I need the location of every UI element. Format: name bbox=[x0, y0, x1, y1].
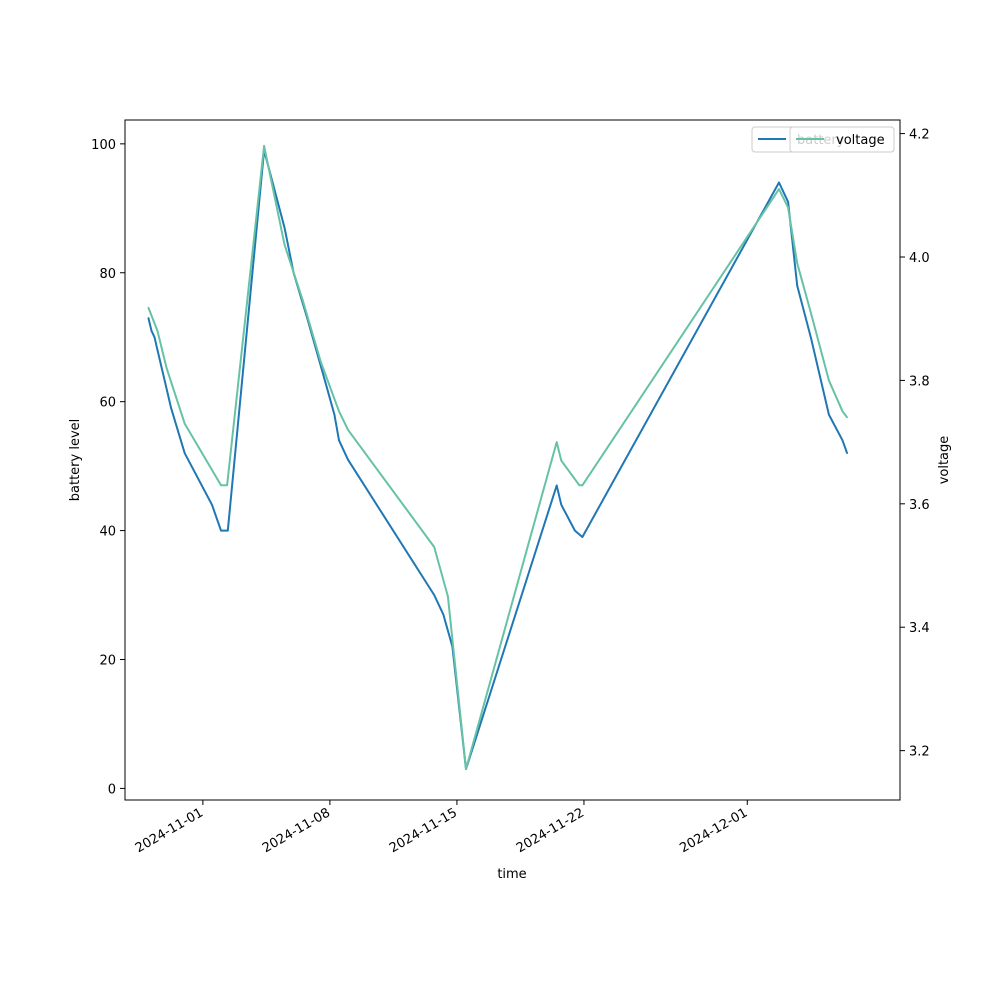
battery-data-point bbox=[442, 613, 445, 616]
voltage-data-point bbox=[787, 206, 789, 209]
y-left-tick-label: 40 bbox=[99, 525, 116, 540]
battery-data-point bbox=[150, 330, 153, 332]
plot-frame bbox=[124, 119, 901, 801]
y-left-tick-label: 80 bbox=[99, 267, 116, 282]
battery-data-point bbox=[581, 536, 584, 538]
battery-data-point bbox=[333, 413, 336, 416]
y-axis-right: 3.2 3.4 3.6 3.8 4.0 4.2 bbox=[900, 128, 930, 760]
voltage-data-point bbox=[220, 484, 222, 487]
battery-data-point bbox=[220, 529, 222, 532]
voltage-data-point bbox=[338, 410, 340, 413]
y-right-tick-label: 4.2 bbox=[909, 128, 930, 143]
voltage-data-point bbox=[263, 145, 265, 147]
battery-data-point bbox=[338, 439, 340, 442]
voltage-data-point bbox=[560, 459, 563, 462]
y-right-tick-label: 3.6 bbox=[909, 498, 930, 513]
voltage-data-point bbox=[447, 595, 449, 598]
voltage-data-point bbox=[347, 429, 349, 431]
voltage-data-point bbox=[778, 188, 780, 190]
y-right-tick-label: 3.8 bbox=[909, 374, 930, 389]
battery-data-point bbox=[211, 504, 213, 506]
battery-data-point bbox=[841, 439, 844, 442]
voltage-data-point bbox=[810, 311, 812, 314]
voltage-data-point bbox=[283, 243, 286, 246]
battery-data-point bbox=[796, 284, 798, 287]
voltage-data-point bbox=[465, 768, 467, 770]
battery-data-point bbox=[283, 226, 286, 229]
y-axis-left: 0 20 40 60 80 100 bbox=[91, 138, 125, 797]
y-left-tick-label: 20 bbox=[99, 653, 116, 668]
voltage-series-line bbox=[147, 144, 848, 771]
legend-front-box bbox=[789, 126, 895, 153]
battery-data-point bbox=[433, 594, 436, 596]
battery-data-point bbox=[574, 529, 576, 532]
battery-data-point bbox=[787, 201, 789, 203]
battery-data-point bbox=[183, 452, 186, 455]
voltage-data-point bbox=[796, 262, 798, 265]
battery-data-point bbox=[156, 349, 159, 351]
voltage-data-point bbox=[841, 410, 844, 413]
battery-data-point bbox=[555, 484, 558, 487]
y-left-tick-label: 100 bbox=[91, 138, 116, 153]
battery-data-point bbox=[778, 181, 780, 184]
voltage-data-point bbox=[183, 422, 186, 425]
voltage-data-point bbox=[578, 484, 581, 487]
battery-data-point bbox=[153, 336, 156, 339]
voltage-data-point bbox=[147, 306, 150, 309]
y-axis-right-label: voltage bbox=[937, 436, 952, 485]
y-right-tick-label: 4.0 bbox=[909, 251, 930, 266]
voltage-data-point bbox=[156, 330, 159, 332]
voltage-data-point bbox=[165, 367, 168, 369]
voltage-data-point bbox=[433, 546, 436, 548]
battery-data-point bbox=[324, 381, 327, 384]
voltage-data-point bbox=[828, 379, 830, 382]
battery-data-point bbox=[347, 458, 349, 461]
y-right-tick-label: 3.2 bbox=[909, 745, 930, 760]
battery-data-point bbox=[170, 407, 172, 409]
battery-data-point bbox=[846, 452, 848, 455]
voltage-data-point bbox=[320, 361, 322, 363]
battery-data-point bbox=[810, 336, 812, 339]
legend-front: voltage bbox=[789, 126, 895, 153]
battery-data-point bbox=[828, 413, 830, 416]
y-axis-left-label: battery level bbox=[68, 419, 83, 502]
voltage-data-point bbox=[226, 484, 228, 487]
y-right-tick-label: 3.4 bbox=[909, 621, 930, 636]
battery-data-point bbox=[165, 388, 168, 390]
voltage-data-point bbox=[301, 299, 304, 302]
voltage-data-point bbox=[846, 416, 848, 419]
series-layer bbox=[147, 144, 849, 771]
legend-voltage-label: voltage bbox=[836, 133, 885, 148]
x-axis-label: time bbox=[497, 867, 526, 882]
battery-data-point bbox=[227, 529, 229, 532]
voltage-data-point bbox=[555, 441, 558, 443]
y-left-tick-label: 0 bbox=[108, 782, 116, 797]
battery-data-point bbox=[147, 317, 150, 319]
battery-data-point bbox=[560, 504, 563, 506]
voltage-data-point bbox=[581, 484, 584, 487]
y-left-tick-label: 60 bbox=[99, 396, 116, 411]
